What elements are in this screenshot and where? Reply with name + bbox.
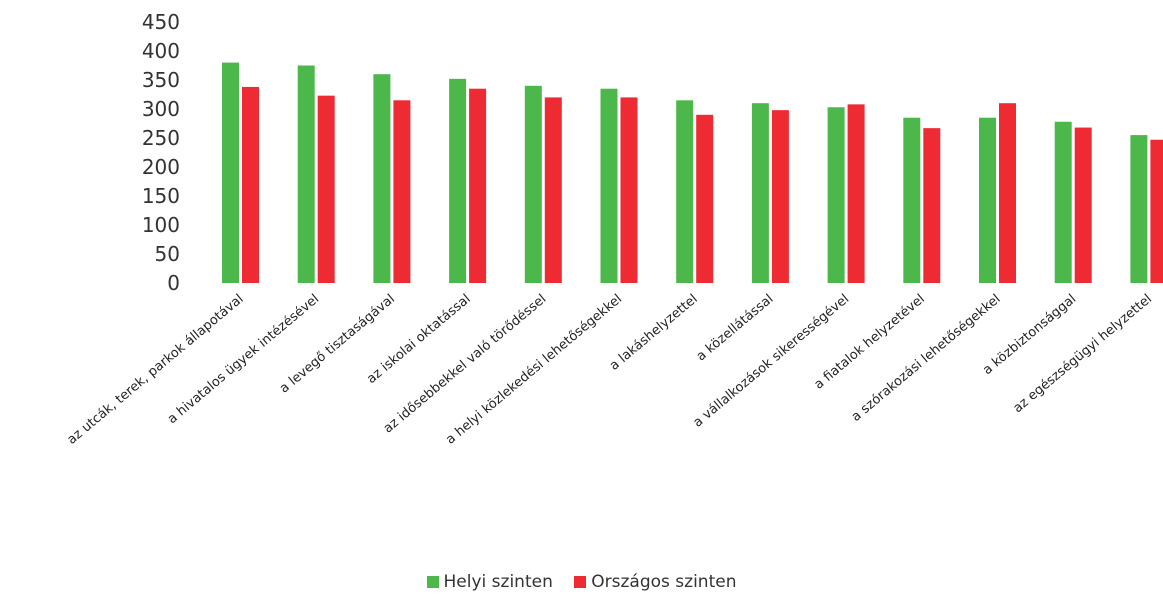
y-tick-label: 150 bbox=[142, 184, 180, 208]
y-tick-label: 300 bbox=[142, 97, 180, 121]
y-tick-label: 250 bbox=[142, 126, 180, 150]
bar-national-5 bbox=[544, 97, 562, 284]
y-tick-label: 200 bbox=[142, 155, 180, 179]
bar-local-8 bbox=[751, 103, 769, 283]
category-label-9: a vállalkozások sikerességével bbox=[691, 292, 853, 431]
y-tick-label: 50 bbox=[155, 242, 180, 266]
legend-item-national: Országos szinten bbox=[574, 572, 736, 592]
bar-local-13 bbox=[1130, 135, 1148, 283]
y-tick-label: 0 bbox=[167, 271, 180, 295]
legend-label-national: Országos szinten bbox=[591, 572, 737, 592]
bar-national-9 bbox=[847, 104, 865, 283]
bar-local-6 bbox=[600, 88, 618, 283]
legend-label-local: Helyi szinten bbox=[443, 572, 553, 592]
bar-local-7 bbox=[676, 100, 694, 283]
bar-national-1 bbox=[242, 86, 259, 284]
bars bbox=[222, 62, 1163, 284]
bar-national-12 bbox=[1074, 127, 1092, 283]
bar-local-12 bbox=[1054, 121, 1072, 283]
bar-local-11 bbox=[979, 117, 996, 283]
category-label-13: az egészségügyi helyzettel bbox=[1011, 292, 1155, 417]
bar-local-10 bbox=[903, 117, 921, 283]
bar-national-7 bbox=[696, 114, 714, 283]
legend-swatch-local bbox=[426, 576, 439, 588]
category-label-8: a közellátással bbox=[694, 292, 777, 365]
y-tick-label: 400 bbox=[142, 39, 180, 63]
bar-local-5 bbox=[524, 85, 542, 283]
y-tick-label: 350 bbox=[142, 68, 180, 92]
bar-local-3 bbox=[373, 74, 391, 283]
category-label-11: a szórakozási lehetőségekkel bbox=[849, 292, 1004, 425]
bar-national-10 bbox=[923, 128, 941, 283]
y-axis-ticks: 450 400 350 300 250 200 150 100 50 0 bbox=[142, 10, 180, 295]
y-tick-label: 100 bbox=[142, 213, 180, 237]
legend-swatch-national bbox=[574, 576, 587, 588]
bar-local-9 bbox=[827, 107, 845, 283]
bar-local-1 bbox=[222, 62, 239, 283]
bar-national-3 bbox=[393, 100, 411, 283]
legend: Helyi szinten Országos szinten bbox=[0, 572, 1163, 593]
category-label-5: az idősebbekkel való törődéssel bbox=[381, 292, 550, 437]
category-label-2: a hivatalos ügyek intézésével bbox=[165, 292, 322, 427]
bar-local-2 bbox=[297, 65, 315, 283]
bar-national-4 bbox=[469, 88, 487, 283]
legend-item-local: Helyi szinten bbox=[426, 572, 553, 592]
bar-national-11 bbox=[999, 103, 1016, 283]
bar-local-4 bbox=[449, 78, 467, 283]
bar-national-13 bbox=[1150, 139, 1163, 283]
bar-national-8 bbox=[771, 110, 789, 283]
bar-national-6 bbox=[620, 97, 638, 284]
y-tick-label: 450 bbox=[142, 10, 180, 34]
bar-national-2 bbox=[317, 95, 335, 283]
